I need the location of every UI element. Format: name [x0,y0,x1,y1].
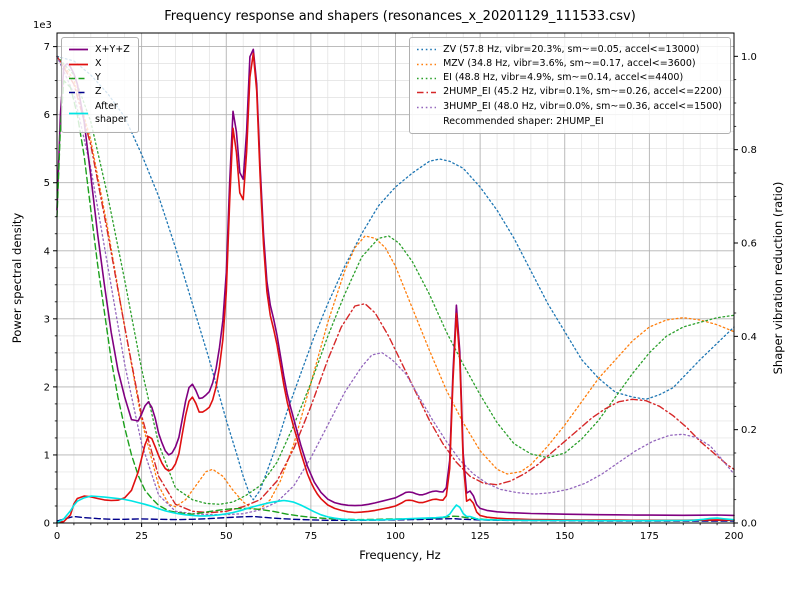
x-axis-label: Frequency, Hz [359,548,441,562]
legend-item-label: MZV (34.8 Hz, vibr=3.6%, sm~=0.17, accel… [443,57,696,69]
legend-item-label: ZV (57.8 Hz, vibr=20.3%, sm~=0.05, accel… [443,43,700,55]
legend-line-swatch [69,63,88,66]
legend-line-swatch [69,77,88,80]
tick-label: 175 [640,531,659,542]
legend-item: X+Y+Z [68,44,130,57]
legend-item: MZV (34.8 Hz, vibr=3.6%, sm~=0.17, accel… [416,58,722,71]
legend-item-label: EI (48.8 Hz, vibr=4.9%, sm~=0.14, accel<… [443,72,684,84]
legend-item-label: 3HUMP_EI (48.0 Hz, vibr=0.0%, sm~=0.36, … [443,100,722,112]
series-X [56,52,735,524]
legend-item-label: X+Y+Z [95,43,130,55]
tick-label: 0.6 [741,239,757,250]
legend-line-swatch [69,49,88,51]
tick-label: 0 [44,519,50,530]
tick-label: 100 [386,531,405,542]
psd-legend: X+Y+Z X Y Z After shaper [61,37,139,133]
tick-label: 0.8 [741,145,757,156]
legend-line-swatch [69,92,88,94]
tick-label: 25 [135,531,148,542]
tick-label: 200 [724,531,743,542]
legend-item-label: Y [95,72,101,84]
tick-label: 150 [555,531,574,542]
series-X+Y+Z [56,48,735,517]
tick-label: 75 [305,531,318,542]
tick-label: 0.4 [741,332,757,343]
series-3HUMP_EI [56,55,735,516]
tick-label: 0.0 [741,519,757,530]
legend-item: X [68,58,130,71]
tick-label: 6 [44,110,50,121]
legend-item-label: Z [95,86,102,98]
legend-item: 2HUMP_EI (45.2 Hz, vibr=0.1%, sm~=0.26, … [416,86,722,99]
tick-label: 1 [44,450,50,461]
series-MZV [56,55,735,510]
tick-label: 5 [44,178,50,189]
legend-item: Z [68,86,130,99]
series-After-shaper [56,495,735,524]
legend-line-swatch [417,92,437,94]
y-axis-offset-label: 1e3 [33,20,52,31]
series-EI [56,55,735,505]
legend-line-swatch [417,77,437,80]
legend-item-label: After shaper [95,100,128,125]
tick-label: 3 [44,314,50,325]
tick-label: 4 [44,246,50,257]
legend-line-swatch [69,112,88,115]
legend-item-label: 2HUMP_EI (45.2 Hz, vibr=0.1%, sm~=0.26, … [443,86,722,98]
tick-label: 125 [471,531,490,542]
legend-line-swatch [417,63,437,65]
recommended-shaper-note: Recommended shaper: 2HUMP_EI [443,115,604,127]
series-2HUMP_EI [56,55,735,514]
tick-label: 50 [220,531,233,542]
shaper-legend: ZV (57.8 Hz, vibr=20.3%, sm~=0.05, accel… [409,37,731,135]
chart-title: Frequency response and shapers (resonanc… [164,9,636,24]
legend-item: After shaper [68,101,130,127]
legend-item: ZV (57.8 Hz, vibr=20.3%, sm~=0.05, accel… [416,44,722,57]
y-axis-label-left: Power spectral density [10,212,24,344]
legend-item-label: X [95,57,102,69]
legend-line-swatch [417,49,437,51]
legend-item: EI (48.8 Hz, vibr=4.9%, sm~=0.14, accel<… [416,72,722,85]
tick-label: 0.2 [741,425,757,436]
legend-item: Y [68,72,130,85]
tick-label: 1.0 [741,52,757,63]
tick-label: 7 [44,42,50,53]
tick-label: 2 [44,382,50,393]
tick-label: 0 [54,531,60,542]
y-axis-label-right: Shaper vibration reduction (ratio) [771,181,785,375]
legend-line-swatch [417,106,437,108]
legend-item: 3HUMP_EI (48.0 Hz, vibr=0.0%, sm~=0.36, … [416,101,722,114]
